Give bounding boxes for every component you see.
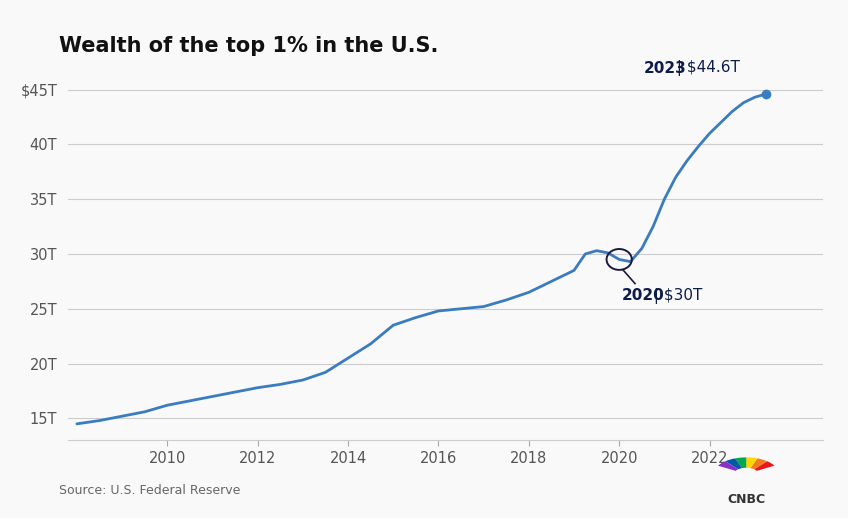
Wedge shape [750,458,767,469]
Wedge shape [746,457,757,468]
Wedge shape [718,461,739,471]
Wedge shape [735,457,746,468]
Text: Wealth of the top 1% in the U.S.: Wealth of the top 1% in the U.S. [59,36,438,56]
Text: | $30T: | $30T [650,288,703,304]
Text: 2020: 2020 [622,288,664,303]
Text: 2023: 2023 [644,62,687,77]
Wedge shape [754,461,774,471]
Text: CNBC: CNBC [728,493,765,507]
Wedge shape [725,458,742,469]
Text: Source: U.S. Federal Reserve: Source: U.S. Federal Reserve [59,484,241,497]
Text: | $44.6T: | $44.6T [672,61,740,77]
